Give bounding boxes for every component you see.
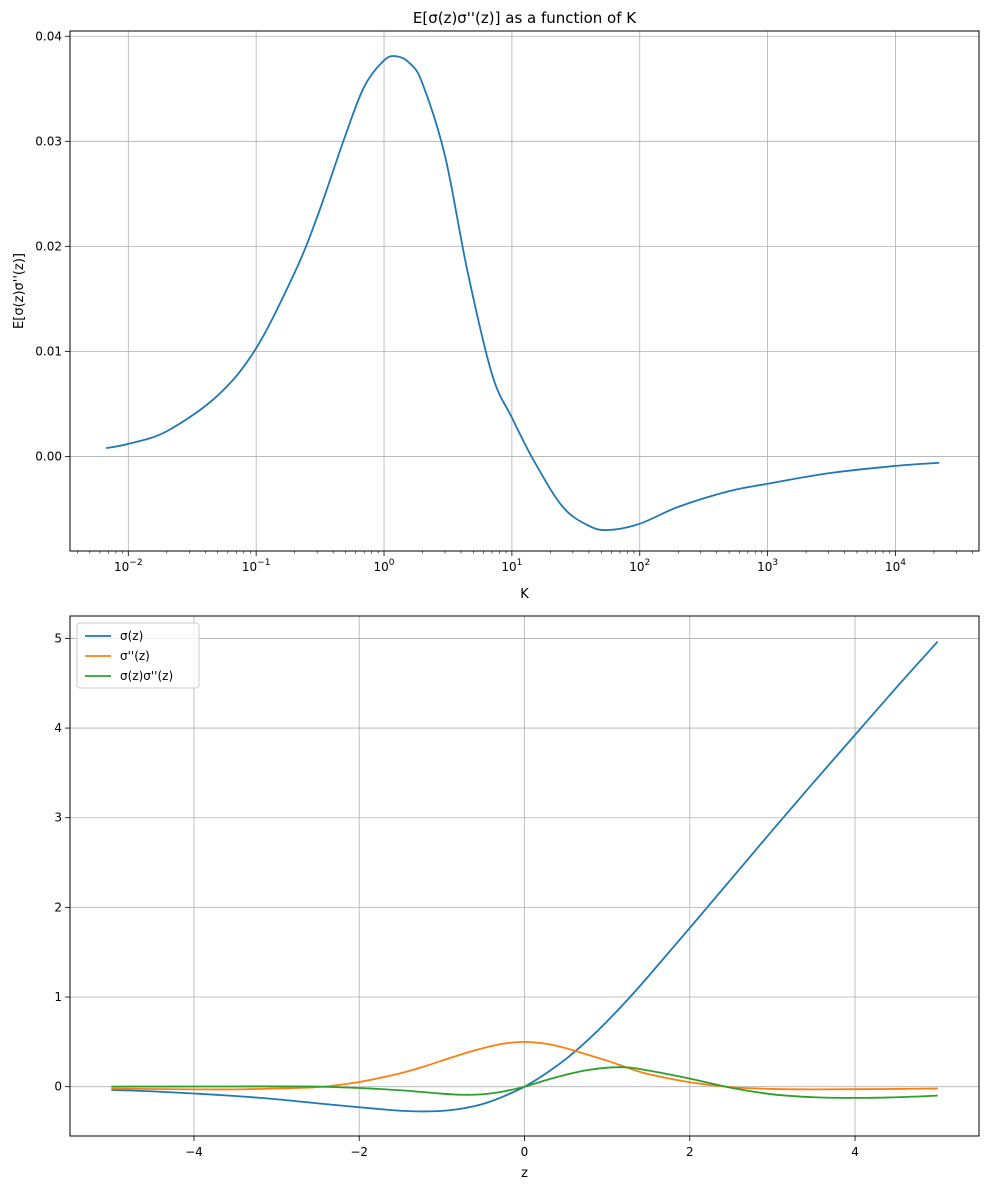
x-tick-label: 102: [629, 558, 650, 574]
y-tick-label: 2: [54, 900, 62, 914]
y-tick-label: 0.00: [35, 449, 62, 463]
y-tick-label: 5: [54, 631, 62, 645]
axis-ticks: −4 −2 0 2 4 0 1 2 3 4 5: [54, 631, 859, 1159]
x-tick-label: 103: [757, 558, 778, 574]
x-tick-label: 10−2: [114, 558, 143, 574]
series-line-product: [111, 1066, 938, 1099]
bottom-chart: −4 −2 0 2 4 0 1 2 3 4 5 z σ(z) σ''(z) σ(z)σ''(z): [54, 615, 980, 1181]
grid-lines: [70, 616, 979, 1136]
x-tick-label: 100: [374, 558, 395, 574]
series-line-sigma: [111, 640, 939, 1113]
y-tick-label: 1: [54, 990, 62, 1004]
series-lines: [105, 55, 940, 531]
legend-label-product: σ(z)σ''(z): [120, 669, 173, 683]
plot-frame: [69, 30, 980, 552]
grid-lines: [70, 31, 979, 551]
x-tick-label: −4: [185, 1145, 203, 1159]
y-tick-label: 0.04: [35, 29, 62, 43]
x-tick-label: 101: [501, 558, 522, 574]
x-tick-label: 2: [686, 1145, 694, 1159]
legend-label-sigma-second-derivative: σ''(z): [120, 649, 150, 663]
y-axis-label: E[σ(z)σ''(z)]: [12, 253, 27, 329]
series-line-sigma-second-derivative: [111, 1040, 938, 1091]
chart-title: E[σ(z)σ''(z)] as a function of K: [413, 9, 637, 27]
legend: σ(z) σ''(z) σ(z)σ''(z): [76, 622, 200, 689]
y-tick-label: 3: [54, 811, 62, 825]
top-chart: E[σ(z)σ''(z)] as a function of K 10−2 10−…: [12, 9, 980, 602]
x-tick-label: 4: [851, 1145, 859, 1159]
x-tick-label: 0: [521, 1145, 529, 1159]
y-tick-label: 0.01: [35, 344, 62, 358]
x-tick-label: 10−1: [242, 558, 271, 574]
legend-box: [76, 622, 200, 689]
x-tick-label: 104: [885, 558, 906, 574]
x-axis-label: z: [521, 1166, 528, 1181]
axis-ticks: 10−2 10−1 100 101 102 103 104 0.00 0.01 0.02 0.03 0…: [35, 29, 973, 574]
y-tick-label: 0.03: [35, 134, 62, 148]
series-lines: [111, 640, 939, 1113]
legend-label-sigma: σ(z): [120, 629, 143, 643]
y-tick-label: 0: [54, 1080, 62, 1094]
series-line-expectation: [105, 55, 940, 531]
y-tick-label: 0.02: [35, 239, 62, 253]
x-tick-label: −2: [350, 1145, 368, 1159]
x-axis-label: K: [520, 587, 529, 602]
y-tick-label: 4: [54, 721, 62, 735]
